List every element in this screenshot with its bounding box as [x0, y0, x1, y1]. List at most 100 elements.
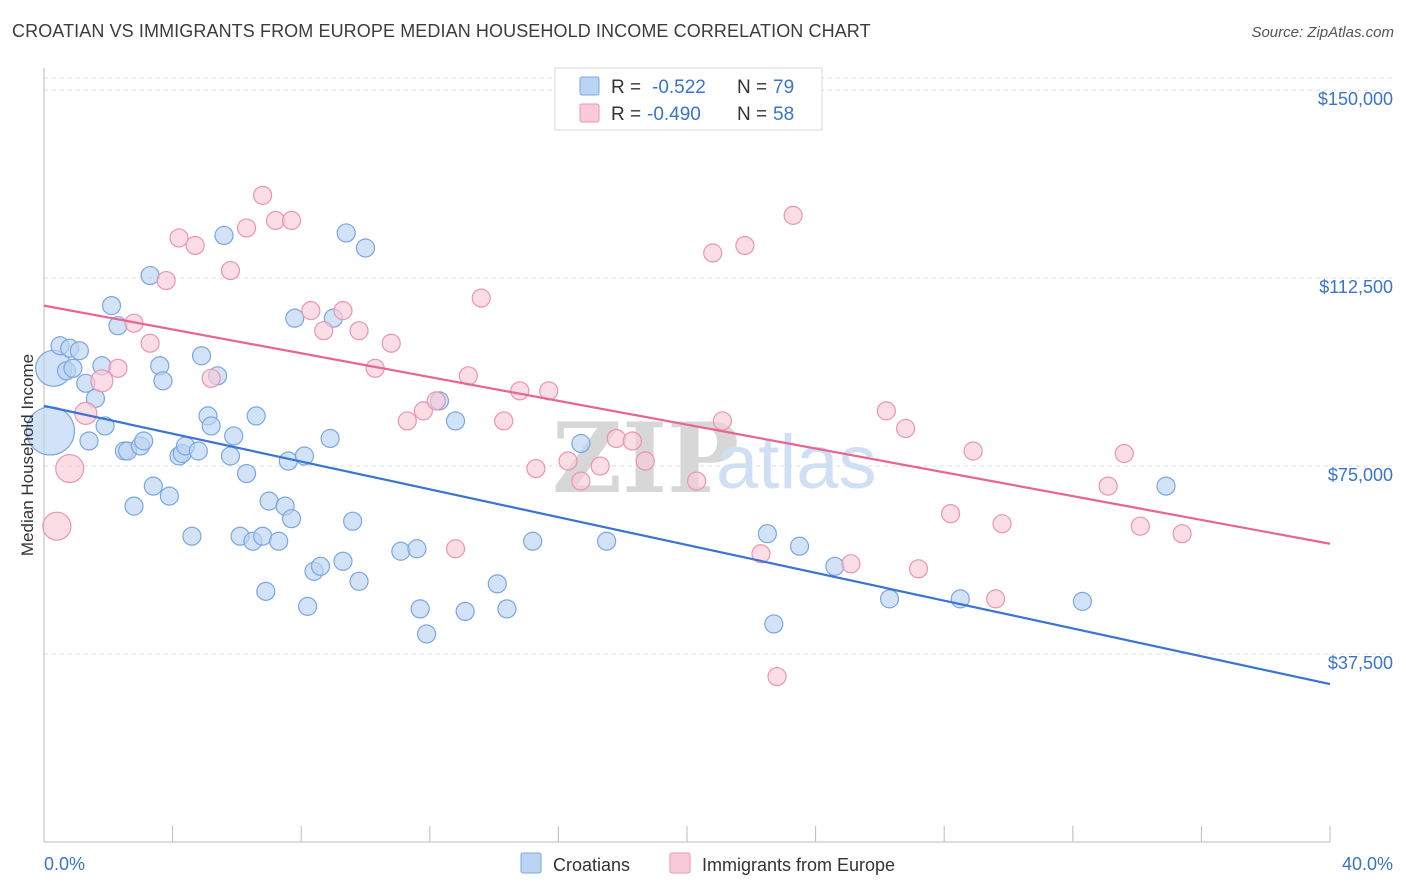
- data-point-croatians: [101, 296, 122, 316]
- data-point-immigrants: [1172, 524, 1192, 544]
- data-point-croatians: [79, 431, 99, 451]
- gridlines: [44, 77, 1393, 655]
- data-point-immigrants: [896, 418, 916, 439]
- trend-line-immigrants: [43, 304, 1331, 545]
- data-point-immigrants: [413, 401, 433, 421]
- data-point-croatians: [182, 526, 202, 546]
- y-tick-label: $75,000: [1328, 465, 1393, 485]
- data-point-immigrants: [963, 441, 983, 461]
- data-point-croatians: [63, 358, 83, 378]
- watermark-atlas: atlas: [716, 420, 877, 505]
- data-points: [25, 185, 1192, 687]
- data-point-croatians: [320, 428, 340, 449]
- x-tick-label-max: 40.0%: [1342, 854, 1393, 874]
- data-point-immigrants: [349, 321, 369, 341]
- data-point-immigrants: [606, 428, 626, 449]
- data-point-immigrants: [140, 333, 160, 353]
- data-point-croatians: [571, 433, 591, 454]
- source-note: Source: ZipAtlas.com: [1251, 24, 1394, 41]
- data-point-immigrants: [55, 453, 85, 484]
- data-point-immigrants: [471, 288, 491, 308]
- data-point-immigrants: [169, 228, 189, 248]
- bottom-legend-label-croatians: Croatians: [553, 855, 630, 875]
- data-point-immigrants: [841, 554, 861, 574]
- legend-r-label: R =: [611, 77, 641, 98]
- data-point-croatians: [298, 596, 318, 616]
- data-point-croatians: [825, 556, 845, 576]
- data-point-immigrants: [941, 504, 961, 524]
- data-point-immigrants: [397, 411, 417, 431]
- data-point-immigrants: [314, 321, 334, 341]
- data-point-immigrants: [1098, 476, 1118, 496]
- data-point-croatians: [310, 556, 331, 576]
- data-point-croatians: [153, 371, 173, 391]
- data-point-immigrants: [265, 210, 286, 231]
- trend-line-croatians: [43, 404, 1331, 686]
- data-point-immigrants: [156, 270, 176, 291]
- trend-lines: [43, 304, 1331, 686]
- data-point-croatians: [757, 524, 777, 544]
- data-point-immigrants: [751, 544, 771, 564]
- data-point-immigrants: [571, 471, 591, 491]
- data-point-croatians: [523, 531, 543, 551]
- data-point-immigrants: [735, 235, 755, 256]
- legend-n-label: N =: [737, 104, 767, 125]
- chart-title: CROATIAN VS IMMIGRANTS FROM EUROPE MEDIA…: [12, 21, 871, 41]
- legend-r-value-immigrants: -0.490: [647, 104, 701, 125]
- data-point-immigrants: [1130, 516, 1150, 536]
- x-tick-labels: 0.0% 40.0%: [44, 854, 1393, 874]
- data-point-immigrants: [185, 235, 205, 256]
- legend: R = -0.522 N = 79 R = -0.490 N = 58: [554, 67, 823, 131]
- data-point-croatians: [445, 411, 466, 431]
- y-tick-label: $37,500: [1328, 653, 1393, 673]
- data-point-immigrants: [590, 456, 610, 476]
- data-point-croatians: [134, 431, 154, 451]
- data-point-croatians: [220, 446, 241, 466]
- y-tick-label: $112,500: [1319, 277, 1393, 297]
- data-point-immigrants: [42, 511, 72, 541]
- data-point-croatians: [188, 441, 208, 461]
- y-axis-label: Median Household Income: [18, 354, 37, 556]
- data-point-immigrants: [712, 411, 732, 431]
- data-point-croatians: [140, 265, 160, 286]
- data-point-croatians: [95, 416, 115, 436]
- data-point-croatians: [336, 223, 356, 243]
- data-point-croatians: [879, 589, 900, 609]
- data-point-croatians: [349, 571, 369, 591]
- data-point-croatians: [391, 541, 411, 561]
- data-point-immigrants: [986, 589, 1006, 609]
- data-point-croatians: [159, 486, 179, 506]
- bottom-legend: Croatians Immigrants from Europe: [520, 852, 895, 875]
- data-point-croatians: [214, 225, 234, 246]
- data-point-croatians: [236, 463, 257, 484]
- data-point-immigrants: [281, 210, 302, 231]
- data-point-immigrants: [510, 381, 530, 401]
- data-point-croatians: [487, 574, 507, 594]
- data-point-immigrants: [1114, 443, 1134, 464]
- data-point-immigrants: [558, 451, 578, 471]
- axes: [43, 68, 1331, 843]
- data-point-immigrants: [622, 431, 642, 451]
- data-point-immigrants: [333, 301, 353, 321]
- legend-n-value-immigrants: 58: [773, 104, 794, 125]
- data-point-immigrants: [635, 451, 655, 471]
- bottom-legend-swatch-croatians: [520, 852, 542, 874]
- data-point-immigrants: [876, 401, 896, 421]
- data-point-croatians: [143, 476, 163, 496]
- data-point-croatians: [343, 511, 363, 531]
- legend-swatch-croatians: [579, 76, 600, 96]
- data-point-croatians: [416, 624, 437, 644]
- data-point-croatians: [789, 536, 810, 556]
- data-point-immigrants: [253, 185, 273, 205]
- data-point-croatians: [407, 539, 427, 559]
- data-point-croatians: [764, 614, 784, 634]
- x-tick-label-min: 0.0%: [44, 854, 85, 874]
- data-point-croatians: [259, 491, 279, 511]
- data-point-immigrants: [201, 368, 221, 388]
- data-point-immigrants: [494, 411, 514, 431]
- data-point-immigrants: [767, 666, 787, 687]
- data-point-croatians: [497, 599, 517, 619]
- legend-swatch-immigrants: [579, 103, 600, 123]
- bottom-legend-label-immigrants: Immigrants from Europe: [702, 855, 895, 875]
